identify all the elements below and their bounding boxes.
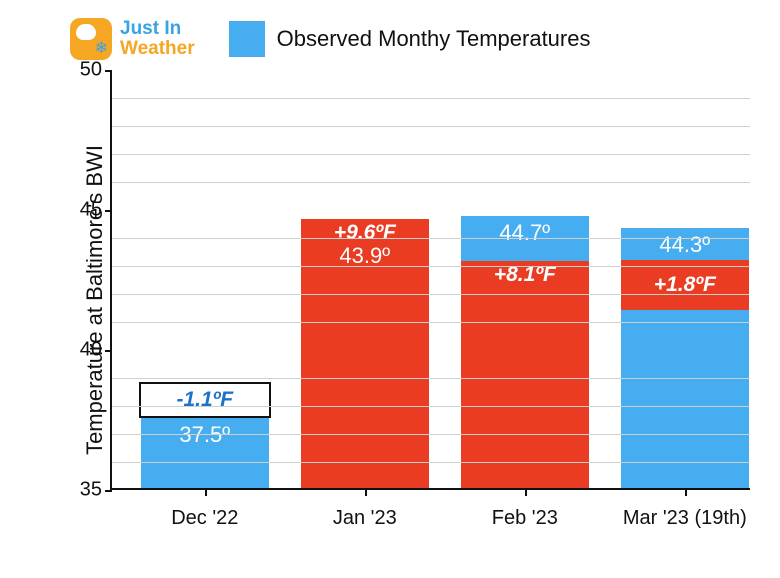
gridline-minor — [112, 294, 750, 295]
gridline-minor — [112, 98, 750, 99]
bar-value-label: 37.5º — [141, 422, 269, 448]
header: Just In Weather Observed Monthy Temperat… — [70, 18, 590, 60]
x-tick-label: Feb '23 — [492, 507, 558, 530]
gridline-minor — [112, 182, 750, 183]
y-tick-label: 40 — [80, 339, 112, 362]
gridline-minor — [112, 406, 750, 407]
chart: Temperature at Baltimore's BWI -1.1ºF 37.… — [70, 70, 750, 530]
logo-text: Just In Weather — [120, 19, 195, 59]
x-tick-label: Dec '22 — [171, 507, 238, 530]
legend-label: Observed Monthy Temperatures — [277, 26, 591, 52]
gridline-minor — [112, 378, 750, 379]
gridline-minor — [112, 126, 750, 127]
x-tick-mark — [205, 488, 207, 496]
gridline-minor — [112, 266, 750, 267]
x-tick-mark — [525, 488, 527, 496]
bar-value-label: 44.3º — [621, 232, 749, 258]
x-tick-label: Jan '23 — [333, 507, 397, 530]
gridline-minor — [112, 238, 750, 239]
gridline-minor — [112, 462, 750, 463]
y-tick-label: 35 — [80, 479, 112, 502]
bar-group: +9.6ºF43.9º — [301, 68, 429, 488]
bars-layer: -1.1ºF37.5º+9.6ºF43.9º+8.1ºF44.7º+1.8ºF4… — [112, 70, 750, 488]
x-tick-label: Mar '23 (19th) — [623, 507, 747, 530]
bar-group: -1.1ºF 37.5º — [141, 68, 269, 488]
gridline-minor — [112, 322, 750, 323]
bar-group: +8.1ºF44.7º — [461, 68, 589, 488]
y-axis-title: Temperature at Baltimore's BWI — [82, 145, 108, 455]
logo: Just In Weather — [70, 18, 195, 60]
x-tick-mark — [365, 488, 367, 496]
plot-area: -1.1ºF37.5º+9.6ºF43.9º+8.1ºF44.7º+1.8ºF4… — [110, 70, 750, 490]
anomaly-fill — [461, 261, 589, 488]
bar-value-label: 44.7º — [461, 220, 589, 246]
y-tick-label: 50 — [80, 59, 112, 82]
y-tick-label: 45 — [80, 199, 112, 222]
gridline-minor — [112, 434, 750, 435]
bar-group: +1.8ºF44.3º — [621, 68, 749, 488]
anomaly-label: +9.6ºF — [301, 221, 429, 245]
gridline-minor — [112, 154, 750, 155]
bar-value-label: 43.9º — [301, 243, 429, 269]
legend: Observed Monthy Temperatures — [229, 21, 591, 57]
logo-line1: Just In — [120, 19, 195, 39]
anomaly-label-boxed: -1.1ºF — [139, 382, 271, 418]
logo-line2: Weather — [120, 39, 195, 59]
weather-icon — [70, 18, 112, 60]
x-tick-mark — [685, 488, 687, 496]
legend-swatch — [229, 21, 265, 57]
